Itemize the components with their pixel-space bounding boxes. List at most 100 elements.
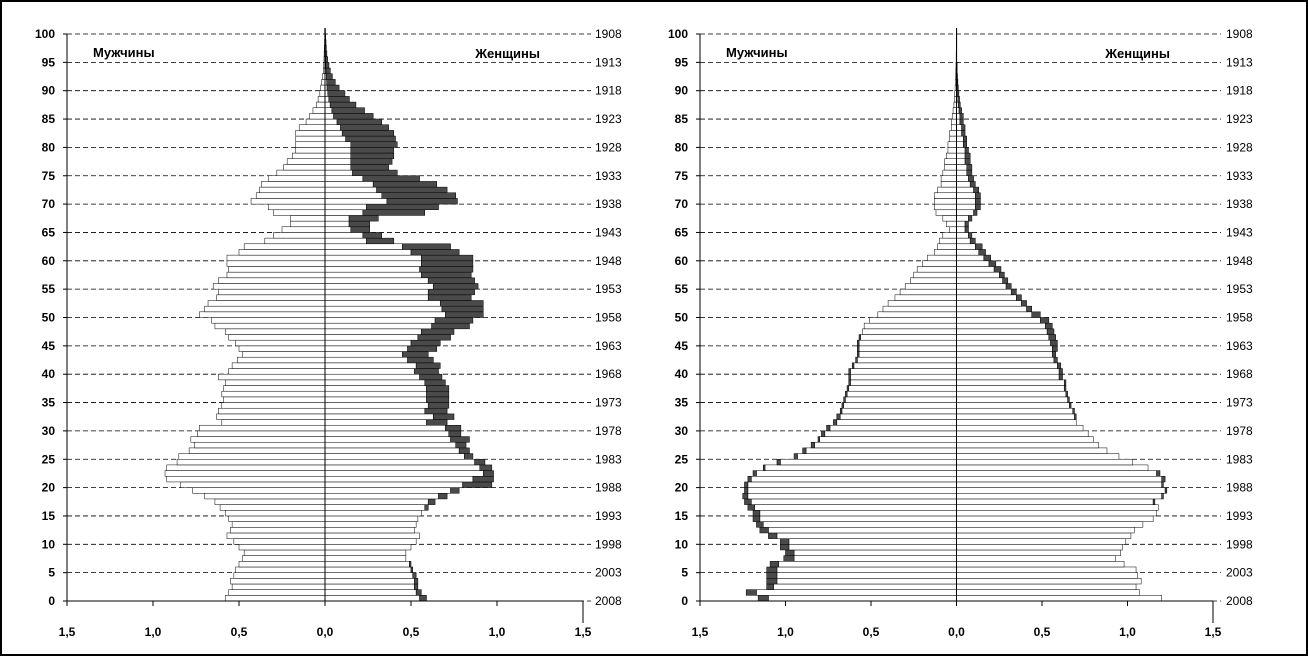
male-bar [228,368,326,375]
female-excess-bar [973,186,979,194]
female-bar [324,198,388,205]
female-bar [324,220,350,228]
male-bar [250,198,326,205]
female-bar [956,362,1058,369]
age-tick-label: 5 [48,566,55,580]
male-bar [858,351,957,358]
year-tick-label: 1998 [1226,537,1253,551]
age-tick-label: 90 [42,84,56,98]
female-bar [324,118,338,125]
male-excess-bar [821,430,826,437]
male-excess-bar [857,345,860,352]
year-tick-label: 1923 [1226,112,1253,126]
male-excess-bar [766,566,778,573]
female-bar [956,470,1157,477]
age-tick-label: 10 [675,537,689,551]
females-label: Женщины [1104,46,1170,61]
female-bar [324,317,436,324]
male-excess-bar [846,385,850,392]
males-label: Мужчины [93,45,155,60]
male-bar [211,317,326,324]
female-bar [956,379,1065,386]
male-bar [295,135,326,142]
female-excess-bar [969,181,976,188]
female-bar [324,351,403,358]
male-bar [814,441,957,449]
female-excess-bar [407,345,438,352]
male-excess-bar [817,436,820,443]
female-excess-bar [419,266,474,273]
female-bar [956,464,1149,471]
female-bar [956,124,962,131]
female-bar [956,402,1070,409]
male-bar [226,271,326,279]
female-excess-bar [350,141,398,148]
female-excess-bar [969,237,976,245]
male-bar [850,373,957,381]
female-excess-bar [1026,305,1032,313]
year-tick-label: 1993 [1226,509,1253,523]
female-bar [324,283,434,290]
male-bar [221,402,326,409]
female-excess-bar [427,498,436,505]
female-bar [324,152,352,159]
female-excess-bar [350,152,395,159]
female-excess-bar [419,595,427,602]
female-bar [956,130,962,137]
year-tick-label: 1953 [595,282,622,296]
male-bar [935,209,957,216]
male-bar [224,510,326,517]
female-excess-bar [341,130,395,137]
female-bar [956,373,1060,381]
female-excess-bar [372,181,438,188]
age-tick-label: 85 [42,112,56,126]
male-excess-bar [752,470,757,477]
female-bar [956,595,1162,602]
male-bar [295,130,326,137]
male-bar [951,124,957,131]
male-bar [226,260,326,267]
female-bar [956,555,1116,562]
female-bar [324,192,383,199]
male-bar [214,322,326,330]
female-bar [956,237,971,245]
male-excess-bar [780,544,790,551]
female-excess-bar [426,419,448,426]
female-bar [956,334,1050,341]
male-bar [877,311,957,318]
female-excess-bar [417,334,451,341]
male-bar [845,396,957,403]
female-excess-bar [1067,396,1070,403]
male-bar [829,424,957,432]
female-bar [324,135,346,142]
female-bar [324,249,412,256]
female-bar [324,130,343,137]
age-tick-label: 75 [675,169,689,183]
male-bar [899,288,957,296]
female-bar [324,441,456,449]
male-bar [944,164,957,171]
male-excess-bar [848,373,851,381]
male-bar [747,481,957,488]
female-bar [956,578,1142,585]
axes: 0 5 10 15 20 25 30 35 40 45 50 55 60 65 70 75 80 85 90 95 10… [668,27,1253,639]
year-tick-label: 1923 [595,112,622,126]
female-bar [324,493,439,500]
female-excess-bar [1161,476,1166,483]
female-excess-bar [426,390,450,398]
age-tick-label: 50 [675,311,689,325]
female-excess-bar [407,356,434,364]
female-excess-bar [964,147,969,154]
male-excess-bar [810,441,815,449]
male-bar [281,226,326,233]
year-tick-label: 1963 [1226,339,1253,353]
female-excess-bar [412,572,417,579]
male-bar [243,243,326,250]
female-bar [956,436,1094,443]
female-bar [324,544,412,551]
female-bar [956,209,974,216]
age-tick-label: 100 [668,27,688,41]
male-bar [843,402,957,409]
male-excess-bar [839,407,843,415]
female-excess-bar [348,215,379,222]
